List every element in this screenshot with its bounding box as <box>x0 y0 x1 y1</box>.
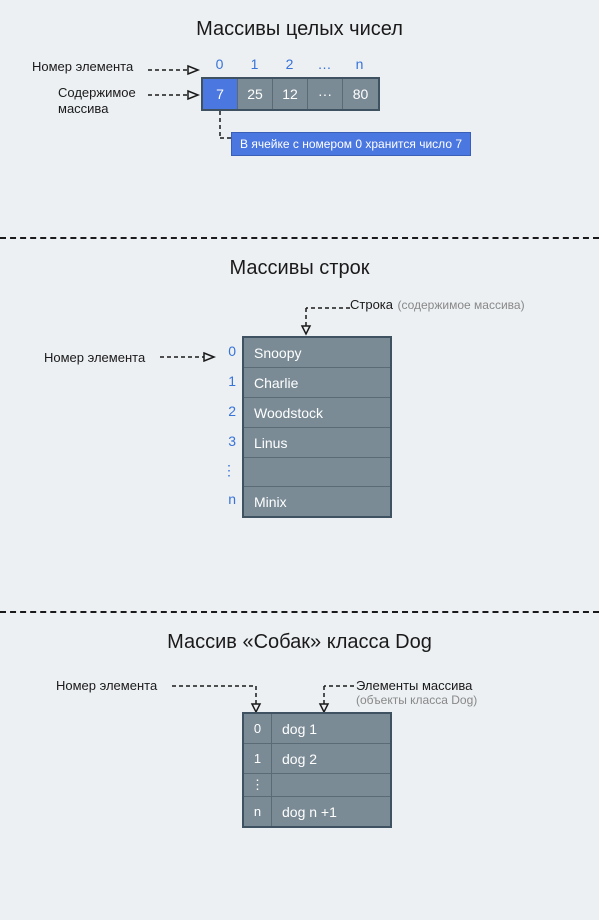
arrow-content-pointer <box>148 91 200 99</box>
string-row: Woodstock <box>244 398 390 428</box>
int-index: 1 <box>237 56 272 72</box>
string-row: Minix <box>244 486 390 516</box>
int-cells-row: 7 25 12 ··· 80 <box>201 77 380 111</box>
int-indices-row: 0 1 2 … n <box>202 56 377 72</box>
int-cell: 80 <box>343 79 378 109</box>
string-indices-col: 0 1 2 3 ⋮ n <box>220 336 236 514</box>
arrow-dog-left <box>172 682 262 714</box>
section1-body: Номер элемента Содержимое массива 0 1 2 … <box>20 59 579 209</box>
section-string-arrays: Массивы строк Строка (содержимое массива… <box>0 239 599 611</box>
string-index: 3 <box>220 426 236 456</box>
dog-row-index: n <box>244 796 272 826</box>
string-index: ⋮ <box>220 456 236 484</box>
dog-row: 1 dog 2 <box>244 744 390 774</box>
dog-row-value: dog 2 <box>272 744 390 773</box>
int-index: … <box>307 56 342 72</box>
section-dog-arrays: Массив «Собак» класса Dog Номер элемента… <box>0 613 599 920</box>
label-element-number: Номер элемента <box>56 678 157 693</box>
label-string-content: Строка (содержимое массива) <box>350 296 525 314</box>
string-row-gap <box>244 458 390 486</box>
int-cell: 25 <box>238 79 273 109</box>
section2-title: Массивы строк <box>20 257 579 280</box>
arrow-dog-right <box>318 682 356 714</box>
string-table: Snoopy Charlie Woodstock Linus Minix <box>242 336 392 518</box>
dog-row-gap: ⋮ <box>244 774 390 796</box>
label-element-number: Номер элемента <box>44 350 145 365</box>
dog-row-value <box>272 774 390 796</box>
dog-table: 0 dog 1 1 dog 2 ⋮ n dog n +1 <box>242 712 392 828</box>
string-index: n <box>220 484 236 514</box>
arrow-index-pointer <box>148 66 200 74</box>
string-row: Charlie <box>244 368 390 398</box>
int-index: 2 <box>272 56 307 72</box>
dog-row-index: ⋮ <box>244 774 272 796</box>
section3-body: Номер элемента Элементы массива (объекты… <box>20 672 579 892</box>
string-row: Linus <box>244 428 390 458</box>
section-int-arrays: Массивы целых чисел Номер элемента Содер… <box>0 0 599 237</box>
string-index: 2 <box>220 396 236 426</box>
int-index: 0 <box>202 56 237 72</box>
label-array-elements: Элементы массива (объекты класса Dog) <box>356 678 477 707</box>
int-cell: 7 <box>203 79 238 109</box>
dog-row: 0 dog 1 <box>244 714 390 744</box>
string-row: Snoopy <box>244 338 390 368</box>
section3-title: Массив «Собак» класса Dog <box>20 631 579 654</box>
dog-row-value: dog n +1 <box>272 796 390 826</box>
arrow-string-down <box>300 304 355 336</box>
dog-row-index: 0 <box>244 714 272 743</box>
int-cell: 12 <box>273 79 308 109</box>
string-index: 1 <box>220 366 236 396</box>
section2-body: Строка (содержимое массива) Номер элемен… <box>20 298 579 583</box>
int-cell: ··· <box>308 79 343 109</box>
string-index: 0 <box>220 336 236 366</box>
label-array-content: Содержимое массива <box>58 85 136 116</box>
int-index: n <box>342 56 377 72</box>
callout-note: В ячейке с номером 0 хранится число 7 <box>231 132 471 156</box>
dog-row: n dog n +1 <box>244 796 390 826</box>
dog-row-value: dog 1 <box>272 714 390 743</box>
dog-row-index: 1 <box>244 744 272 773</box>
label-element-number: Номер элемента <box>32 59 133 74</box>
section1-title: Массивы целых чисел <box>20 18 579 41</box>
arrow-element-number <box>160 353 216 361</box>
